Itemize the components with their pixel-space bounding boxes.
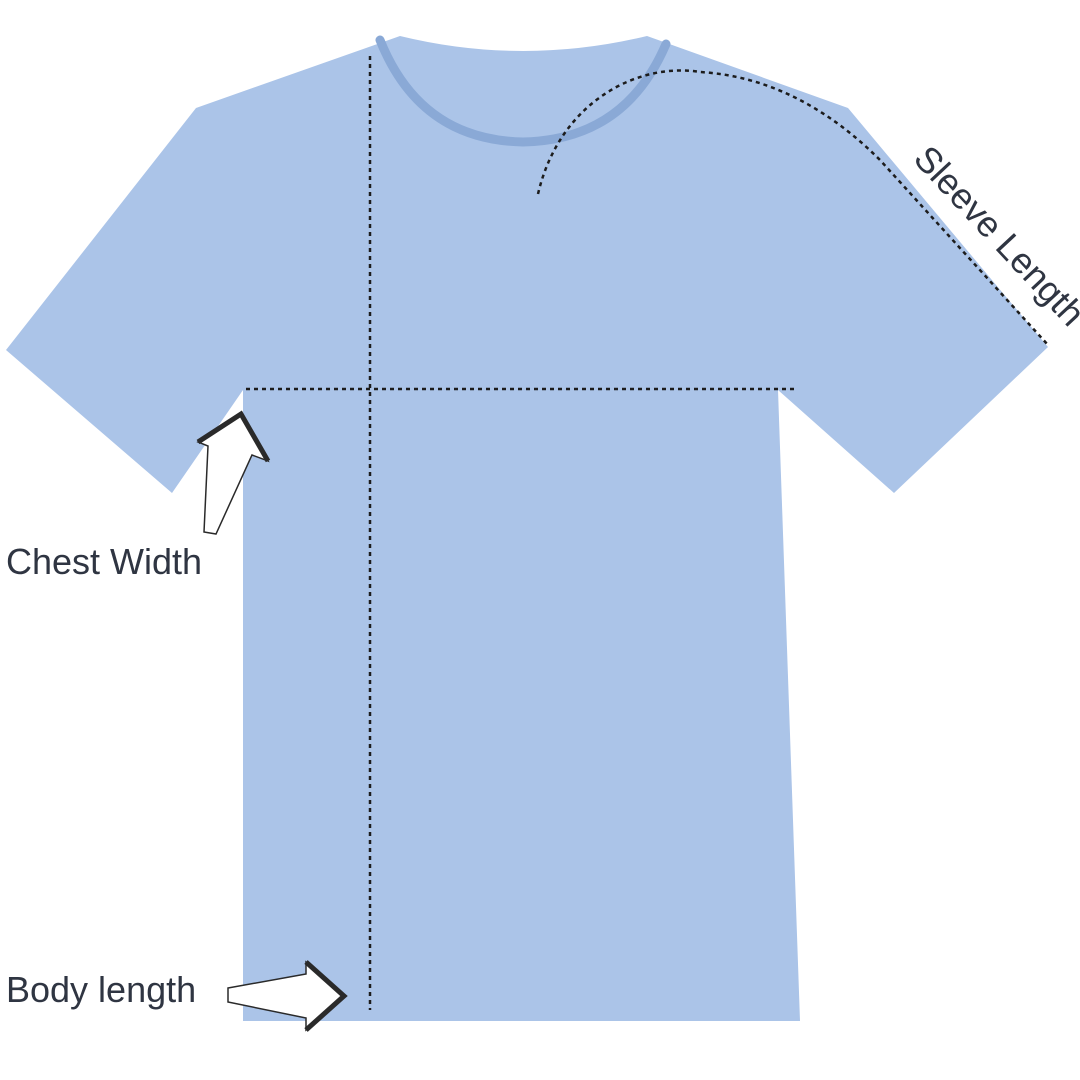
- arrow-up-right-icon: [196, 410, 271, 535]
- sleeve-length-measure-line: [536, 69, 1049, 346]
- chest-width-label: Chest Width: [6, 541, 202, 582]
- collar-seam: [375, 35, 671, 147]
- tshirt-body: [6, 36, 1048, 1021]
- body-length-label: Body length: [6, 969, 196, 1010]
- arrow-right-icon: [227, 960, 348, 1032]
